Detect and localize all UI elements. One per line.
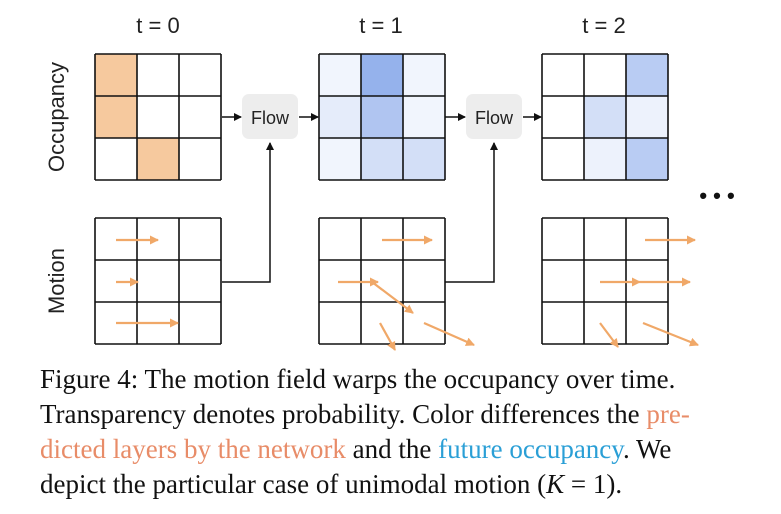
caption-text: and the [345,434,439,464]
caption-text: depict the particular case of unimodal m… [40,469,547,499]
grid-cell [137,96,179,138]
grid-cell [319,138,361,180]
grid-cell [137,260,179,302]
figure-caption: Figure 4: The motion field warps the occ… [40,362,770,502]
connector-motion1-flow2 [445,142,498,283]
grid-cell [179,96,221,138]
grid-cell [403,96,445,138]
grid-cell [584,302,626,344]
caption-line-4: depict the particular case of unimodal m… [40,467,770,502]
caption-math-k: K [546,469,565,499]
motion-grid-t0 [94,217,222,345]
flow-box-2: Flow [466,94,522,139]
caption-line-1: Figure 4: The motion field warps the occ… [40,364,676,394]
grid-cell [319,96,361,138]
grid-cell [179,54,221,96]
motion-occupancy-figure: t = 0 t = 1 t = 2 Occupancy Motion Flow [44,13,735,351]
grid-cell [361,302,403,344]
grid-cell [179,302,221,344]
flow-label: Flow [475,108,514,128]
time-label-t2: t = 2 [582,13,625,38]
caption-predicted-highlight: dicted layers by the network [40,434,346,464]
row-label-motion: Motion [44,248,69,314]
occupancy-grid-t2 [541,53,669,181]
time-label-t1: t = 1 [359,13,402,38]
grid-cell [137,54,179,96]
time-label-t0: t = 0 [136,13,179,38]
caption-predicted-highlight: pre- [646,399,690,429]
motion-arrows [116,235,699,351]
grid-cell [584,96,626,138]
grid-cell [179,260,221,302]
flow-label: Flow [251,108,290,128]
flow-box-1: Flow [242,94,298,139]
motion-grid-t1 [318,217,446,345]
grid-cell [95,96,137,138]
connector-motion0-flow1 [222,142,274,283]
grid-cell [542,138,584,180]
caption-line-3: dicted layers by the network and the fut… [40,432,770,467]
grid-cell [179,218,221,260]
occupancy-grids [94,53,669,181]
grid-cell [542,302,584,344]
occupancy-grid-t1 [318,53,446,181]
row-label-occupancy: Occupancy [44,62,69,172]
grid-cell [584,54,626,96]
grid-cell [626,138,668,180]
grid-cell [95,138,137,180]
grid-cell [626,302,668,344]
grid-cell [542,218,584,260]
motion-arrow [379,322,396,351]
flow-connectors [222,113,542,283]
caption-future-highlight: future occupancy [438,434,624,464]
grid-cell [179,138,221,180]
motion-arrow [599,322,619,348]
grid-cell [361,138,403,180]
grid-cell [361,54,403,96]
grid-cell [319,218,361,260]
caption-text: ). [606,469,623,499]
occupancy-grid-t0 [94,53,222,181]
grid-cell [403,260,445,302]
grid-cell [542,54,584,96]
motion-arrow [423,321,475,347]
motion-arrow [371,281,414,314]
grid-cell [626,54,668,96]
motion-grids [94,217,669,345]
grid-cell [542,96,584,138]
caption-text: . We [623,434,672,464]
grid-cell [319,54,361,96]
grid-cell [403,138,445,180]
caption-text: Transparency denotes probability. Color … [40,399,647,429]
grid-cell [403,54,445,96]
grid-cell [584,138,626,180]
grid-cell [542,260,584,302]
grid-cell [584,218,626,260]
grid-cell [319,302,361,344]
caption-math-eq: = 1 [564,469,607,499]
motion-arrow [642,321,699,347]
grid-cell [95,54,137,96]
ellipsis-dots: • • • [699,183,734,208]
grid-cell [361,96,403,138]
grid-cell [137,138,179,180]
caption-line-2: Transparency denotes probability. Color … [40,397,770,432]
grid-cell [626,96,668,138]
